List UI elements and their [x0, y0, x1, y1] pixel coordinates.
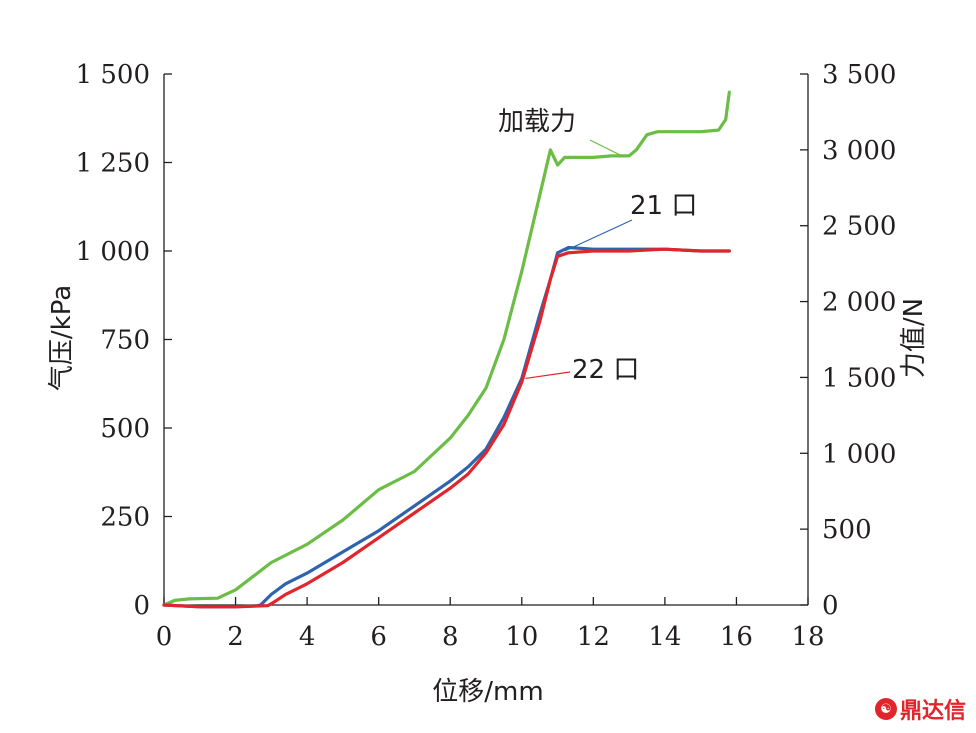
annotation-label-1: 21 口 [630, 191, 697, 221]
series-line-1 [162, 245, 731, 609]
annotation-leader-1 [564, 219, 633, 252]
annotation-leader-0 [589, 139, 623, 157]
x-tick-label: 0 [156, 622, 173, 652]
left-y-tick-label: 1 500 [76, 60, 150, 90]
left-y-tick-label: 1 000 [76, 237, 150, 267]
left-y-tick-label: 0 [133, 591, 150, 621]
right-y-tick-label: 500 [822, 515, 872, 545]
series-lines [162, 90, 731, 609]
series-annotations: 加载力 21 口 22 口 [498, 107, 697, 385]
x-tick-label: 8 [442, 622, 459, 652]
left-y-tick-label: 250 [100, 503, 150, 533]
series-line-0 [162, 90, 731, 607]
right-y-tick-label: 1 500 [822, 363, 896, 393]
x-tick-label: 16 [720, 622, 753, 652]
annotation-label-2: 22 口 [572, 355, 639, 385]
left-y-axis-title: 气压/kPa [47, 285, 77, 391]
left-y-tick-label: 1 250 [76, 149, 150, 179]
left-y-tick-label: 750 [100, 326, 150, 356]
x-tick-label: 4 [299, 622, 316, 652]
x-axis-title: 位移/mm [432, 677, 543, 707]
x-tick-label: 12 [577, 622, 610, 652]
logo-icon: ☯ [874, 698, 897, 720]
series-line-2 [162, 247, 731, 609]
right-y-tick-label: 1 000 [822, 439, 896, 469]
x-tick-label: 18 [791, 622, 824, 652]
right-y-axis-title: 力值/N [899, 298, 929, 378]
right-y-tick-label: 0 [822, 591, 839, 621]
x-tick-label: 10 [505, 622, 538, 652]
right-y-tick-label: 2 000 [822, 288, 896, 318]
right-y-tick-label: 3 000 [822, 136, 896, 166]
annotation-leader-2 [525, 371, 571, 380]
x-tick-label: 2 [227, 622, 244, 652]
axes [163, 73, 809, 606]
right-y-tick-label: 2 500 [822, 212, 896, 242]
left-y-tick-label: 500 [100, 414, 150, 444]
x-tick-label: 6 [370, 622, 387, 652]
right-y-tick-label: 3 500 [822, 60, 896, 90]
annotation-label-0: 加载力 [498, 107, 576, 137]
watermark-logo: ☯ 鼎达信 [874, 693, 966, 725]
x-tick-label: 14 [648, 622, 681, 652]
watermark-text: 鼎达信 [899, 699, 966, 724]
